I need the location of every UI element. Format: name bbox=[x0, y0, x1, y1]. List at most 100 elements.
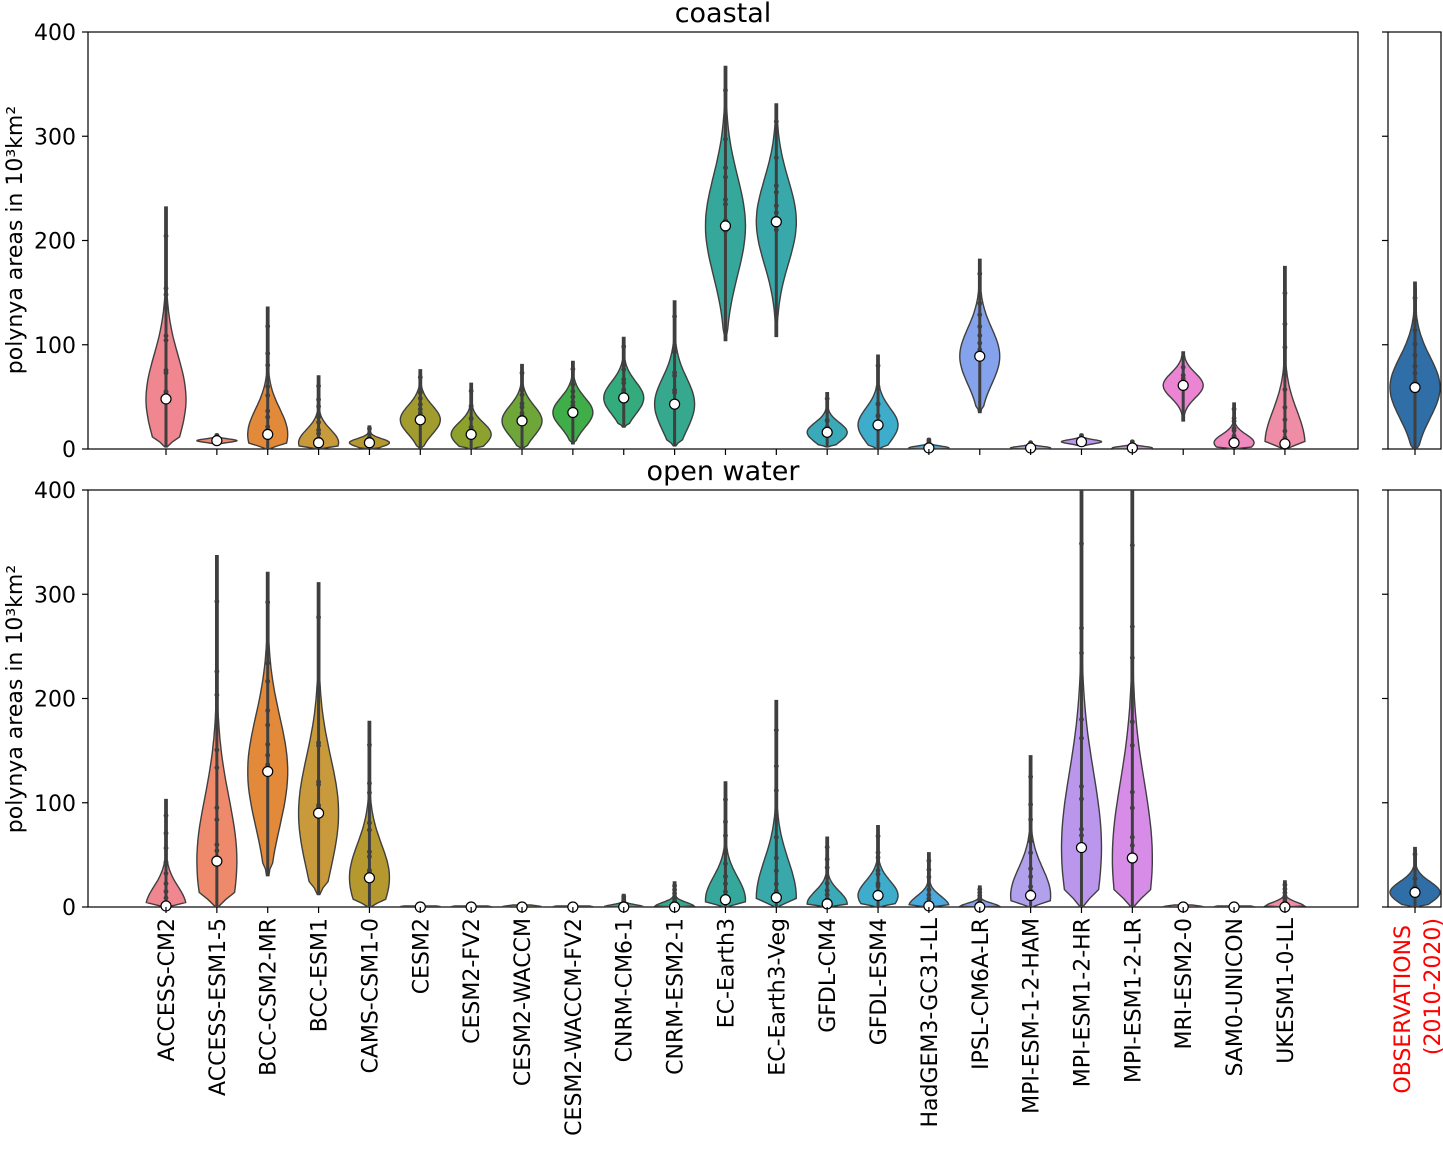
median-marker bbox=[1409, 381, 1421, 394]
sample-point bbox=[1129, 719, 1135, 725]
sample-point bbox=[824, 856, 830, 862]
sample-point bbox=[977, 324, 983, 329]
coastal-y-ticks: 0 100 200 300 400 bbox=[34, 21, 1388, 463]
model-label: HadGEM3-GC31-LL bbox=[918, 917, 943, 1127]
observations-label-line-1: OBSERVATIONS bbox=[1391, 925, 1416, 1094]
median-marker bbox=[770, 216, 782, 228]
violin-cams-csm1-0 bbox=[348, 425, 391, 450]
violin-sam0-unicon bbox=[1213, 402, 1255, 450]
sample-point bbox=[265, 599, 271, 605]
sample-point bbox=[773, 210, 779, 216]
coastal-title: coastal bbox=[675, 0, 772, 29]
violin-cesm2-fv2 bbox=[450, 901, 493, 913]
violin-gfdl-cm4 bbox=[806, 392, 848, 448]
sample-point bbox=[265, 741, 271, 747]
sample-point bbox=[1129, 843, 1135, 848]
sample-point bbox=[316, 782, 321, 787]
sample-point bbox=[1282, 890, 1288, 896]
sample-point bbox=[824, 396, 830, 402]
sample-point bbox=[367, 431, 372, 437]
sample-point bbox=[1412, 865, 1418, 871]
model-label: IPSL-CM6A-LR bbox=[969, 918, 994, 1070]
sample-point bbox=[875, 833, 881, 839]
y-tick-label: 300 bbox=[34, 583, 76, 608]
violin-mri-esm2-0 bbox=[1162, 901, 1204, 913]
sample-point bbox=[417, 390, 423, 395]
sample-point bbox=[977, 886, 983, 892]
median-marker bbox=[1409, 886, 1421, 899]
median-marker bbox=[821, 426, 833, 438]
model-label: MPI-ESM-1-2-HAM bbox=[1020, 918, 1045, 1114]
sample-point bbox=[1412, 370, 1418, 376]
open-water-title: open water bbox=[647, 456, 801, 487]
sample-point bbox=[316, 614, 321, 620]
sample-point bbox=[723, 889, 728, 895]
sample-point bbox=[773, 788, 779, 793]
violin-access-cm2 bbox=[145, 798, 187, 912]
violin-mpi-esm1-2-lr bbox=[1111, 439, 1154, 454]
violin-ec-earth3-veg bbox=[755, 699, 798, 908]
sample-point bbox=[672, 883, 677, 889]
violin-ukesm1-0-ll bbox=[1264, 265, 1306, 450]
sample-point bbox=[723, 197, 728, 203]
violin-gfdl-esm4 bbox=[857, 825, 899, 908]
sample-point bbox=[926, 867, 932, 873]
sample-point bbox=[1412, 363, 1418, 369]
coastal-panel: coastal polynya areas in 10³km² 0 100 200 3… bbox=[3, 0, 1442, 463]
sample-point bbox=[773, 227, 779, 233]
sample-point bbox=[214, 848, 220, 854]
median-marker bbox=[1075, 436, 1088, 448]
coastal-y-axis-label: polynya areas in 10³km² bbox=[3, 106, 28, 374]
violin-ec-earth3 bbox=[704, 781, 747, 908]
sample-point bbox=[1282, 290, 1288, 296]
violin-bcc-esm1 bbox=[297, 582, 340, 896]
coastal-observations-violin bbox=[1389, 281, 1441, 450]
sample-point bbox=[163, 389, 169, 394]
sample-point bbox=[1028, 874, 1034, 879]
y-tick-label: 0 bbox=[62, 438, 76, 463]
sample-point bbox=[214, 805, 220, 811]
sample-point bbox=[468, 388, 474, 394]
sample-point bbox=[1129, 789, 1135, 795]
sample-point bbox=[519, 392, 525, 398]
sample-point bbox=[1282, 882, 1288, 888]
median-marker bbox=[1025, 889, 1037, 902]
sample-point bbox=[163, 881, 169, 887]
sample-point bbox=[417, 402, 423, 407]
model-label: EC-Earth3 bbox=[714, 918, 739, 1028]
sample-point bbox=[875, 363, 881, 369]
median-marker bbox=[160, 393, 172, 405]
sample-point bbox=[1129, 742, 1135, 748]
sample-point bbox=[1129, 655, 1135, 661]
sample-point bbox=[723, 819, 728, 825]
sample-point bbox=[214, 765, 220, 771]
model-label: MPI-ESM1-2-LR bbox=[1121, 918, 1146, 1083]
model-label: CESM2-FV2 bbox=[460, 918, 485, 1044]
sample-point bbox=[875, 850, 881, 856]
sample-point bbox=[367, 780, 372, 786]
sample-point bbox=[926, 892, 932, 898]
sample-point bbox=[163, 337, 169, 343]
sample-point bbox=[723, 136, 728, 142]
sample-point bbox=[621, 380, 627, 386]
sample-point bbox=[417, 406, 423, 412]
violin-gfdl-cm4 bbox=[806, 836, 848, 910]
sample-point bbox=[773, 727, 779, 733]
median-marker bbox=[312, 807, 325, 819]
sample-point bbox=[773, 183, 779, 189]
sample-point bbox=[1412, 851, 1418, 857]
median-marker bbox=[1279, 438, 1291, 450]
sample-point bbox=[875, 413, 881, 419]
sample-point bbox=[773, 855, 779, 861]
sample-point bbox=[926, 887, 932, 893]
violin-cams-csm1-0 bbox=[348, 720, 391, 908]
sample-point bbox=[265, 414, 271, 420]
sample-point bbox=[1079, 541, 1084, 547]
sample-point bbox=[367, 820, 372, 826]
sample-point bbox=[163, 889, 169, 894]
observations-tick-label: OBSERVATIONS (2010-2020) bbox=[1391, 918, 1443, 1094]
median-marker bbox=[363, 437, 376, 449]
sample-point bbox=[163, 286, 169, 291]
violin-ec-earth3 bbox=[704, 65, 747, 342]
sample-point bbox=[163, 233, 169, 239]
